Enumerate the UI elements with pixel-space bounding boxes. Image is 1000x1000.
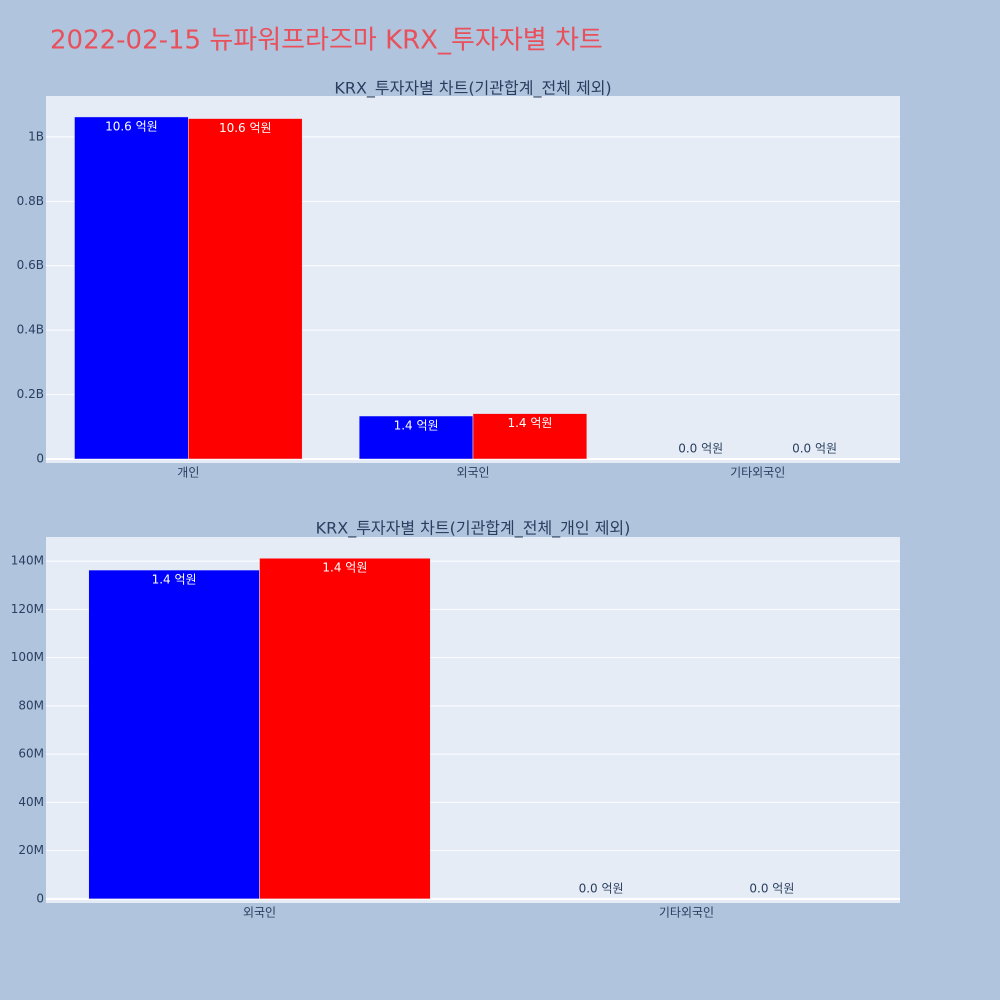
value-label: 10.6 억원 [219, 121, 272, 135]
y-tick-label: 0 [36, 452, 44, 466]
x-tick-label: 외국인 [456, 466, 489, 480]
value-label: 1.4 억원 [394, 419, 439, 433]
value-label: 0.0 억원 [792, 442, 837, 456]
y-tick-label: 0.2B [17, 387, 44, 401]
value-label: 10.6 억원 [105, 119, 158, 133]
bar [188, 118, 303, 460]
value-label: 0.0 억원 [749, 881, 794, 895]
y-tick-label: 60M [18, 747, 44, 761]
value-label: 1.4 억원 [507, 416, 552, 430]
value-label: 1.4 억원 [322, 561, 367, 575]
page-title: 2022-02-15 뉴파워프라즈마 KRX_투자자별 차트 [50, 26, 603, 56]
y-tick-label: 0.4B [17, 323, 44, 337]
x-tick-label: 기타외국인 [730, 466, 785, 480]
x-tick-label: 기타외국인 [659, 906, 714, 920]
x-tick-label: 외국인 [243, 906, 276, 920]
value-label: 1.4 억원 [152, 573, 197, 587]
bar [472, 413, 588, 460]
bar [88, 569, 260, 900]
y-tick-label: 0.6B [17, 258, 44, 272]
chart-title: KRX_투자자별 차트(기관합계_전체_개인 제외) [316, 519, 631, 539]
y-tick-label: 1B [28, 129, 44, 143]
y-tick-label: 40M [18, 795, 44, 809]
bar [358, 415, 474, 460]
y-tick-label: 100M [11, 650, 44, 664]
bar [74, 116, 189, 460]
y-tick-label: 80M [18, 698, 44, 712]
y-tick-label: 120M [11, 602, 44, 616]
value-label: 0.0 억원 [678, 442, 723, 456]
y-tick-label: 0.8B [17, 194, 44, 208]
y-tick-label: 20M [18, 843, 44, 857]
x-tick-label: 개인 [177, 466, 199, 480]
bar [259, 557, 431, 900]
y-tick-label: 140M [11, 554, 44, 568]
y-tick-label: 0 [36, 891, 44, 905]
value-label: 0.0 억원 [579, 881, 624, 895]
chart-title: KRX_투자자별 차트(기관합계_전체 제외) [334, 79, 611, 99]
